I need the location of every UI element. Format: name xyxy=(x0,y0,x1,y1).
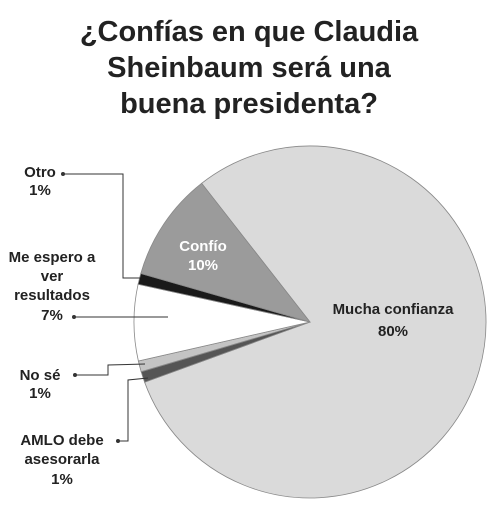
value-label: 1% xyxy=(51,471,73,488)
value-label: 10% xyxy=(187,257,219,274)
value-label: 80% xyxy=(377,323,409,340)
leader-dot xyxy=(61,172,65,176)
slice-label: AMLO debe asesorarla xyxy=(20,432,104,468)
pie-slice xyxy=(144,145,487,499)
value-label: 1% xyxy=(29,385,51,402)
value-label: 7% xyxy=(41,307,63,324)
slice-label: No sé xyxy=(19,367,61,384)
leader-line xyxy=(63,173,140,279)
pie-slice xyxy=(140,182,312,323)
leader-line xyxy=(118,377,149,442)
slice-label: Mucha confianza xyxy=(332,301,454,318)
slice-label: Otro xyxy=(24,164,56,181)
leader-dot xyxy=(73,373,77,377)
slice-label: Me espero a ver resultados xyxy=(8,249,96,304)
value-label: 1% xyxy=(29,182,51,199)
leader-dot xyxy=(116,439,120,443)
slice-label: Confío xyxy=(179,238,227,255)
leader-dot xyxy=(72,315,76,319)
leader-line xyxy=(75,363,146,376)
chart-title: ¿Confías en que Claudia Sheinbaum será u… xyxy=(79,16,419,120)
